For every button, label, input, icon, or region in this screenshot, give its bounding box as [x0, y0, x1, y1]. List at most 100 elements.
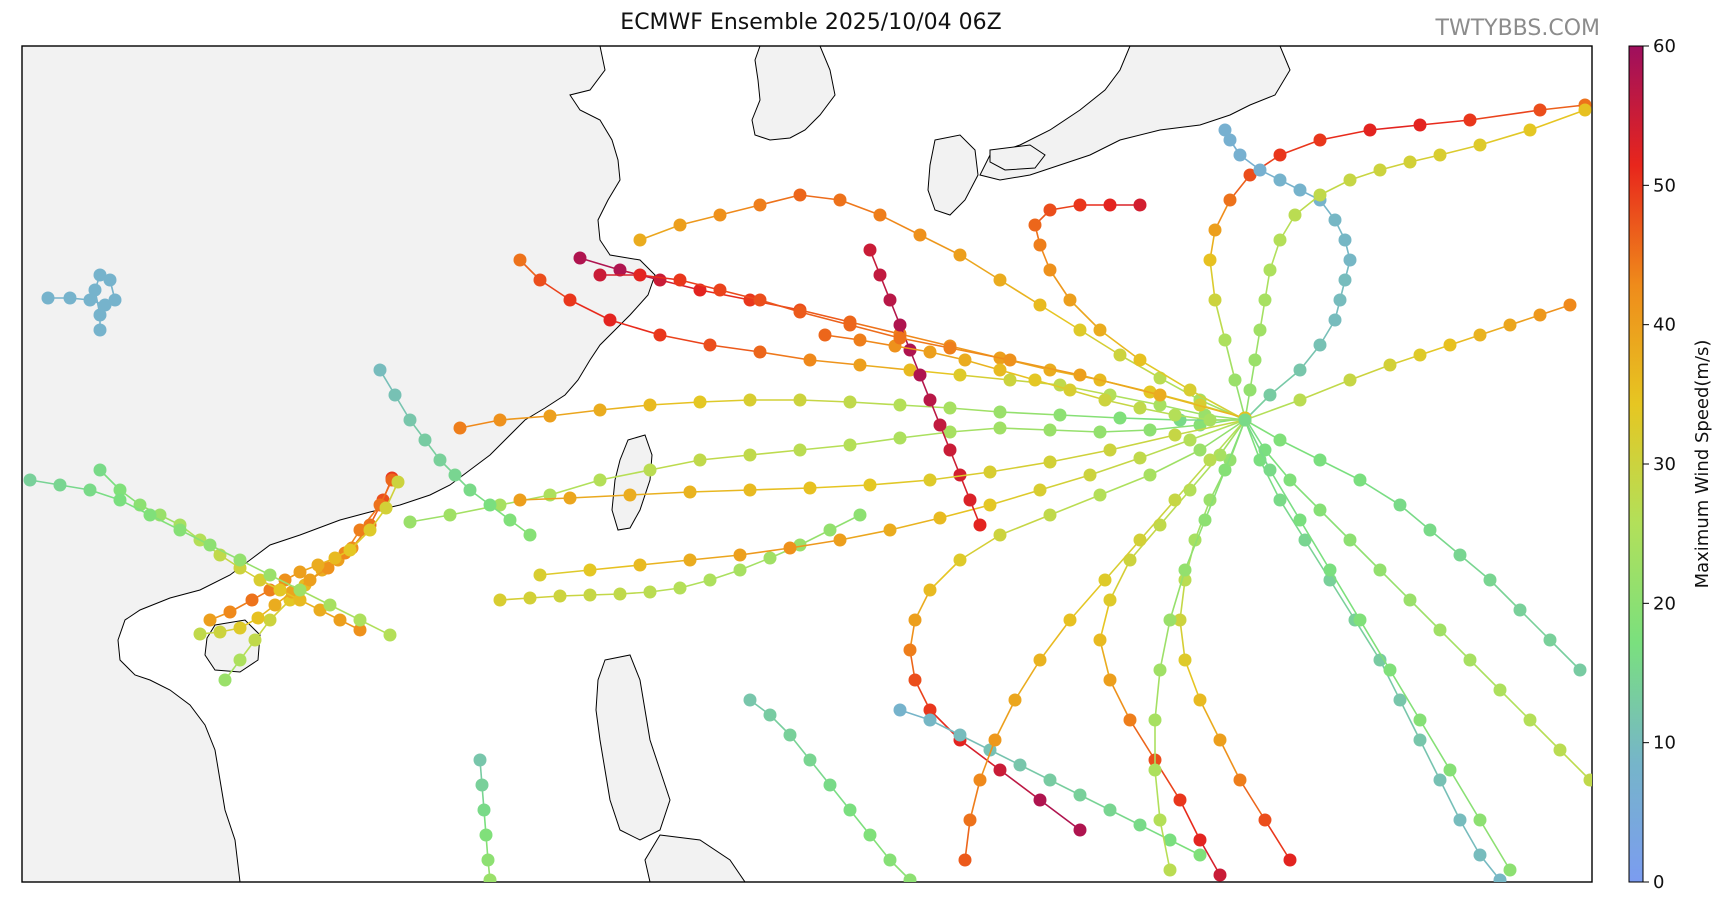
- track-point: [1033, 653, 1047, 667]
- track-point: [1198, 513, 1212, 527]
- track-point: [353, 523, 367, 537]
- track-point: [1033, 298, 1047, 312]
- ensemble-track: [41, 268, 122, 337]
- track-segment: [1234, 379, 1246, 419]
- track-segment: [1549, 639, 1581, 671]
- track-point: [1258, 813, 1272, 827]
- track-point: [923, 473, 937, 487]
- track-segment: [1279, 499, 1306, 541]
- track-point: [633, 558, 647, 572]
- track-point: [908, 673, 922, 687]
- track-point: [1263, 463, 1277, 477]
- track-segment: [859, 364, 911, 371]
- colorbar-label: Maximum Wind Speed(m/s): [1692, 340, 1713, 589]
- track-point: [843, 318, 857, 332]
- track-point: [1273, 233, 1287, 247]
- track-segment: [1099, 599, 1111, 641]
- track-segment: [1319, 129, 1371, 141]
- track-point: [793, 188, 807, 202]
- track-point: [293, 583, 307, 597]
- track-point: [953, 553, 967, 567]
- track-segment: [1214, 299, 1226, 341]
- track-point: [963, 493, 977, 507]
- track-segment: [1184, 659, 1201, 701]
- track-point: [1533, 308, 1547, 322]
- track-point: [1103, 803, 1117, 817]
- track-point: [391, 475, 405, 489]
- track-point: [1083, 468, 1097, 482]
- ensemble-track: [1238, 413, 1507, 882]
- track-segment: [1199, 699, 1221, 741]
- track-segment: [949, 407, 1001, 413]
- track-point: [1503, 318, 1517, 332]
- track-point: [633, 233, 647, 247]
- track-point: [533, 568, 547, 582]
- track-point: [683, 553, 697, 567]
- track-point: [893, 398, 907, 412]
- track-point: [1208, 293, 1222, 307]
- track-segment: [1519, 609, 1551, 641]
- track-point: [1453, 548, 1467, 562]
- track-segment: [849, 324, 901, 339]
- track-segment: [1269, 469, 1301, 521]
- track-point: [493, 413, 507, 427]
- track-point: [1263, 388, 1277, 402]
- track-point: [958, 853, 972, 867]
- track-segment: [1109, 559, 1131, 601]
- track-point: [1403, 593, 1417, 607]
- track-point: [1133, 451, 1147, 465]
- track-point: [1003, 373, 1017, 387]
- track-point: [1043, 423, 1057, 437]
- track-point: [1153, 388, 1167, 402]
- track-point: [1033, 483, 1047, 497]
- track-point: [233, 553, 247, 567]
- track-point: [1153, 398, 1167, 412]
- track-point: [1103, 673, 1117, 687]
- track-segment: [999, 514, 1051, 536]
- track-point: [1063, 613, 1077, 627]
- track-point: [653, 328, 667, 342]
- track-point: [1353, 613, 1367, 627]
- track-segment: [1039, 799, 1081, 831]
- ensemble-tracks: [23, 98, 1592, 882]
- track-segment: [839, 199, 881, 216]
- track-point: [703, 573, 717, 587]
- track-point: [1063, 383, 1077, 397]
- philippines-south: [644, 834, 746, 882]
- track-point: [353, 613, 367, 627]
- track-segment: [1199, 419, 1246, 451]
- track-point: [973, 518, 987, 532]
- track-point: [303, 573, 317, 587]
- track-point: [448, 468, 462, 482]
- track-point: [1258, 293, 1272, 307]
- track-segment: [799, 399, 851, 403]
- track-point: [1513, 603, 1527, 617]
- track-point: [1353, 473, 1367, 487]
- track-point: [1338, 273, 1352, 287]
- track-point: [823, 778, 837, 792]
- track-point: [1233, 773, 1247, 787]
- track-segment: [799, 311, 851, 326]
- track-point: [1223, 453, 1237, 467]
- track-point: [1043, 263, 1057, 277]
- track-segment: [1204, 469, 1226, 521]
- track-point: [483, 873, 497, 882]
- track-point: [1243, 168, 1257, 182]
- track-segment: [849, 401, 901, 406]
- track-point: [493, 498, 507, 512]
- track-point: [143, 508, 157, 522]
- track-point: [475, 778, 489, 792]
- track-segment: [929, 559, 961, 591]
- ensemble-track: [743, 693, 917, 882]
- track-segment: [549, 479, 601, 496]
- track-segment: [1439, 779, 1461, 821]
- track-segment: [699, 289, 751, 301]
- track-point: [1103, 443, 1117, 457]
- track-point: [903, 363, 917, 377]
- track-point: [1273, 173, 1287, 187]
- track-point: [943, 443, 957, 457]
- track-point: [333, 613, 347, 627]
- track-segment: [689, 489, 751, 493]
- japan-shikoku: [989, 144, 1046, 171]
- track-segment: [1279, 439, 1321, 461]
